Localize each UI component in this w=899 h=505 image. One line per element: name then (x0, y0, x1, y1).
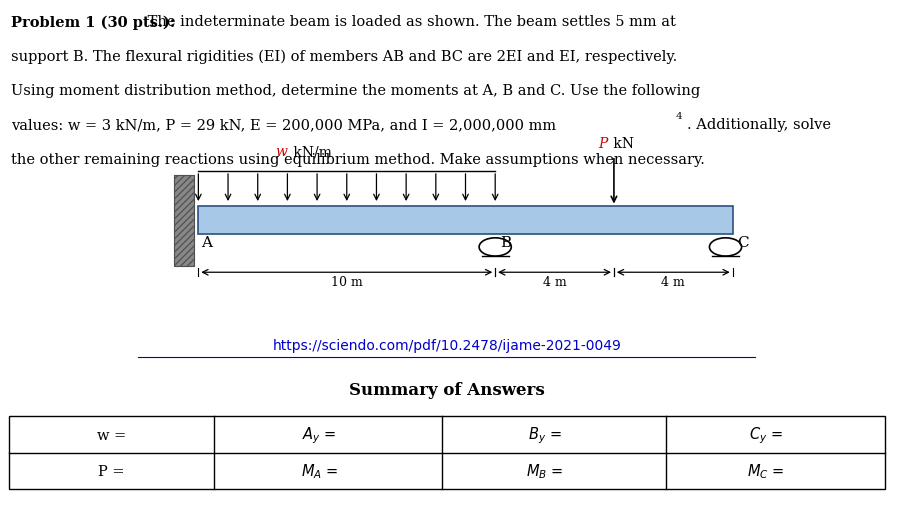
Text: Summary of Answers: Summary of Answers (349, 381, 545, 398)
Text: https://sciendo.com/pdf/10.2478/ijame-2021-0049: https://sciendo.com/pdf/10.2478/ijame-20… (272, 338, 621, 352)
Text: A: A (201, 236, 212, 250)
Text: $M_A$ =: $M_A$ = (301, 462, 338, 480)
Bar (199, 207, 733, 235)
Text: $M_C$ =: $M_C$ = (747, 462, 785, 480)
Text: 10 m: 10 m (331, 275, 362, 288)
Text: the other remaining reactions using equilibrium method. Make assumptions when ne: the other remaining reactions using equi… (11, 153, 705, 167)
Text: The indeterminate beam is loaded as shown. The beam settles 5 mm at: The indeterminate beam is loaded as show… (143, 15, 676, 29)
Text: Problem 1 (30 pts.):: Problem 1 (30 pts.): (11, 15, 175, 29)
Text: kN/m: kN/m (289, 145, 332, 159)
Bar (9, 417, 885, 489)
Text: Using moment distribution method, determine the moments at A, B and C. Use the f: Using moment distribution method, determ… (11, 84, 700, 98)
Circle shape (479, 238, 512, 257)
Text: P =: P = (98, 464, 125, 478)
Text: kN: kN (610, 136, 635, 150)
Text: C: C (737, 236, 749, 250)
Text: values: w = 3 kN/m, P = 29 kN, E = 200,000 MPa, and I = 2,000,000 mm: values: w = 3 kN/m, P = 29 kN, E = 200,0… (11, 118, 556, 132)
Text: 4: 4 (675, 112, 682, 121)
Text: B: B (500, 236, 511, 250)
Text: w: w (275, 145, 288, 159)
Text: . Additionally, solve: . Additionally, solve (687, 118, 831, 132)
Circle shape (709, 238, 742, 257)
Text: w =: w = (97, 428, 127, 442)
Text: $A_y$ =: $A_y$ = (302, 425, 337, 445)
Text: $B_y$ =: $B_y$ = (528, 425, 562, 445)
Text: P: P (598, 136, 607, 150)
Text: $M_B$ =: $M_B$ = (526, 462, 564, 480)
Text: 4 m: 4 m (543, 275, 566, 288)
Text: 4 m: 4 m (662, 275, 685, 288)
Bar (174, 175, 194, 267)
Text: support B. The flexural rigidities (EI) of members AB and BC are 2EI and EI, res: support B. The flexural rigidities (EI) … (11, 49, 677, 64)
Text: $C_y$ =: $C_y$ = (749, 425, 783, 445)
Bar (174, 175, 194, 267)
